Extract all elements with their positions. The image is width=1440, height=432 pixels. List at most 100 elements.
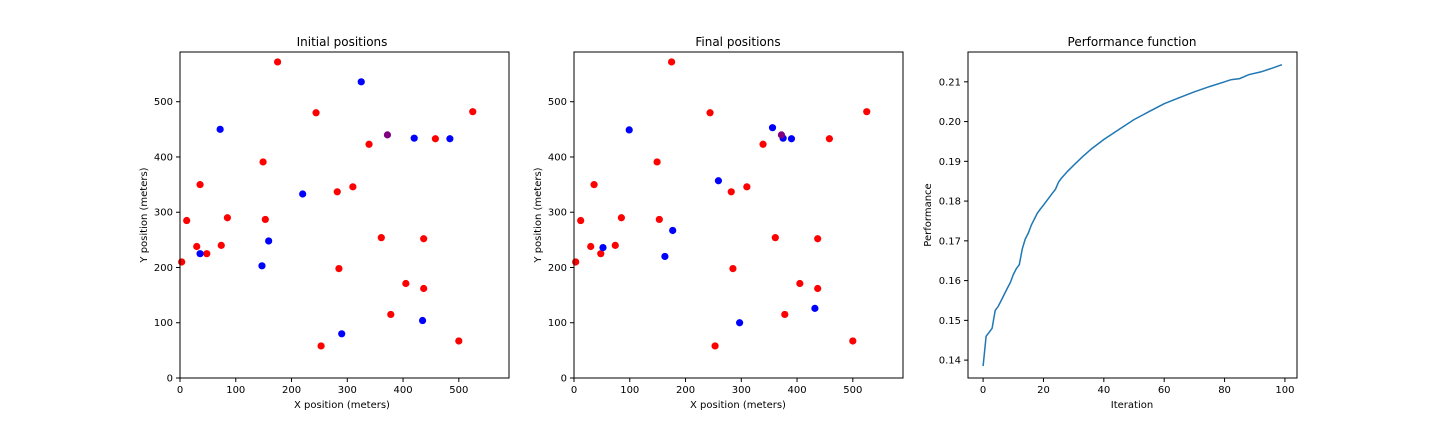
data-point xyxy=(183,216,191,225)
y-tick-label: 0.14 xyxy=(939,356,961,367)
y-tick-label: 500 xyxy=(154,97,173,108)
data-point xyxy=(383,131,392,139)
y-tick-label: 0.18 xyxy=(939,197,961,208)
data-point xyxy=(357,78,365,86)
series-line xyxy=(982,63,1283,367)
y-tick-label: 400 xyxy=(154,152,173,163)
data-point xyxy=(261,215,269,224)
y-tick-label: 0 xyxy=(167,374,173,385)
data-point xyxy=(590,181,598,189)
y-tick-label: 0 xyxy=(561,374,567,385)
x-tick-label: 100 xyxy=(620,385,639,396)
x-tick-label: 200 xyxy=(676,385,695,396)
data-point xyxy=(317,342,325,350)
y-tick-label: 0.17 xyxy=(939,236,961,247)
data-point xyxy=(223,214,231,222)
y-tick-label: 300 xyxy=(548,208,567,219)
data-point xyxy=(781,310,789,319)
x-tick-label: 40 xyxy=(1097,385,1110,396)
y-tick-label: 0.20 xyxy=(939,117,961,128)
x-tick-label: 100 xyxy=(226,385,245,396)
data-point xyxy=(217,241,225,249)
y-tick-label: 200 xyxy=(548,263,567,274)
data-point xyxy=(617,214,625,222)
data-point xyxy=(299,190,307,198)
data-point xyxy=(577,216,585,225)
data-point xyxy=(402,279,410,288)
data-point xyxy=(768,124,777,132)
data-point xyxy=(265,237,273,245)
data-point xyxy=(669,226,677,235)
data-point xyxy=(849,337,857,345)
data-point xyxy=(446,135,454,143)
initial-positions-panel: Initial positions X position (meters) Y … xyxy=(139,35,510,411)
data-point xyxy=(178,258,186,266)
final-positions-panel: Final positions X position (meters) Y po… xyxy=(533,35,904,411)
x-tick-label: 400 xyxy=(788,385,807,396)
x-tick-label: 0 xyxy=(571,385,577,396)
data-point xyxy=(420,235,428,243)
data-point xyxy=(455,337,463,345)
data-point xyxy=(771,234,779,242)
data-point xyxy=(729,264,737,273)
data-point xyxy=(814,235,822,243)
data-point xyxy=(706,109,714,117)
plot-area-frame xyxy=(573,51,904,379)
data-point xyxy=(377,234,385,242)
data-point xyxy=(811,304,819,312)
data-point xyxy=(338,330,346,338)
data-point xyxy=(335,264,343,273)
chart-title: Final positions xyxy=(695,35,780,49)
x-axis-label: Iteration xyxy=(1111,400,1153,411)
data-point xyxy=(387,310,395,319)
x-tick-label: 500 xyxy=(449,385,468,396)
data-point xyxy=(863,108,871,116)
y-tick-label: 0.19 xyxy=(939,157,961,168)
data-point xyxy=(625,126,633,134)
data-point xyxy=(825,135,833,143)
y-tick-label: 300 xyxy=(154,208,173,219)
data-point xyxy=(469,108,477,116)
data-point xyxy=(193,242,201,251)
y-axis-label: Performance xyxy=(923,183,934,246)
data-point xyxy=(273,58,282,66)
data-point xyxy=(796,279,804,288)
x-tick-label: 500 xyxy=(843,385,862,396)
x-tick-label: 0 xyxy=(177,385,183,396)
data-point xyxy=(597,250,605,258)
chart-title: Performance function xyxy=(1068,35,1197,49)
data-point xyxy=(258,262,266,270)
x-tick-label: 300 xyxy=(338,385,357,396)
y-tick-label: 500 xyxy=(548,97,567,108)
y-tick-label: 400 xyxy=(548,152,567,163)
data-point xyxy=(711,342,719,350)
data-point xyxy=(431,135,439,143)
data-point xyxy=(661,252,669,261)
data-point xyxy=(714,177,723,185)
x-tick-label: 100 xyxy=(1275,385,1294,396)
y-tick-label: 0.16 xyxy=(939,276,961,287)
data-point xyxy=(196,250,204,258)
plot-area-frame xyxy=(179,51,510,379)
x-tick-label: 80 xyxy=(1218,385,1231,396)
data-point xyxy=(349,183,357,191)
data-point xyxy=(196,181,204,189)
data-point xyxy=(599,244,607,252)
x-tick-label: 300 xyxy=(732,385,751,396)
data-point xyxy=(410,134,418,142)
y-axis-label: Y position (meters) xyxy=(139,167,150,263)
data-point xyxy=(572,258,580,266)
x-tick-label: 20 xyxy=(1037,385,1050,396)
y-tick-label: 0.15 xyxy=(939,316,961,327)
data-point xyxy=(667,58,676,66)
performance-function-panel: Performance function Iteration Performan… xyxy=(923,35,1298,411)
data-point xyxy=(655,215,663,224)
x-tick-label: 200 xyxy=(282,385,301,396)
y-tick-label: 100 xyxy=(548,318,567,329)
data-point xyxy=(727,188,735,196)
x-axis-label: X position (meters) xyxy=(294,400,390,411)
chart-title: Initial positions xyxy=(297,35,388,49)
x-tick-label: 60 xyxy=(1158,385,1171,396)
data-point xyxy=(259,158,267,166)
